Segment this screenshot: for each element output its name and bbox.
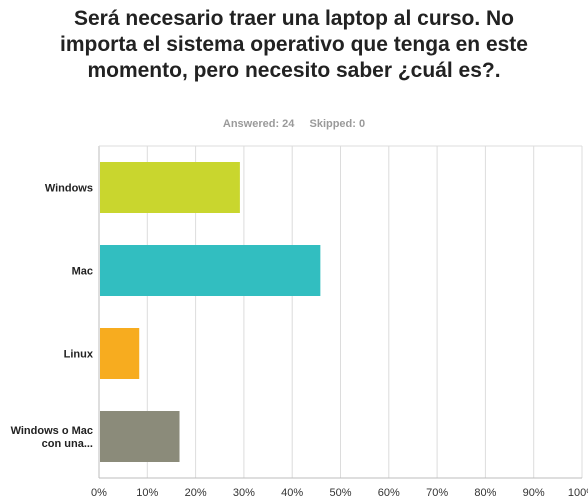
- x-tick-label: 80%: [474, 487, 496, 499]
- answered-count: Answered: 24: [222, 118, 295, 130]
- x-tick-label: 70%: [426, 487, 448, 499]
- x-tick-label: 20%: [185, 487, 207, 499]
- category-label: Linux: [64, 349, 94, 361]
- x-tick-label: 50%: [329, 487, 351, 499]
- bar: [100, 328, 140, 379]
- x-tick-label: 60%: [378, 487, 400, 499]
- category-label: Mac: [72, 266, 93, 278]
- x-tick-label: 100%: [568, 487, 588, 499]
- bar: [100, 411, 180, 462]
- question-title: Será necesario traer una laptop al curso…: [60, 7, 528, 82]
- x-tick-label: 10%: [136, 487, 158, 499]
- x-tick-label: 90%: [523, 487, 545, 499]
- skipped-count: Skipped: 0: [309, 118, 366, 130]
- x-tick-label: 30%: [233, 487, 255, 499]
- x-tick-label: 40%: [281, 487, 303, 499]
- response-stats: Answered: 24 Skipped: 0: [0, 118, 588, 130]
- x-tick-label: 0%: [91, 487, 107, 499]
- category-label: Windows: [45, 183, 93, 195]
- bar: [100, 245, 321, 296]
- category-label: Windows o Mac con una...: [11, 425, 93, 450]
- bar: [100, 162, 240, 213]
